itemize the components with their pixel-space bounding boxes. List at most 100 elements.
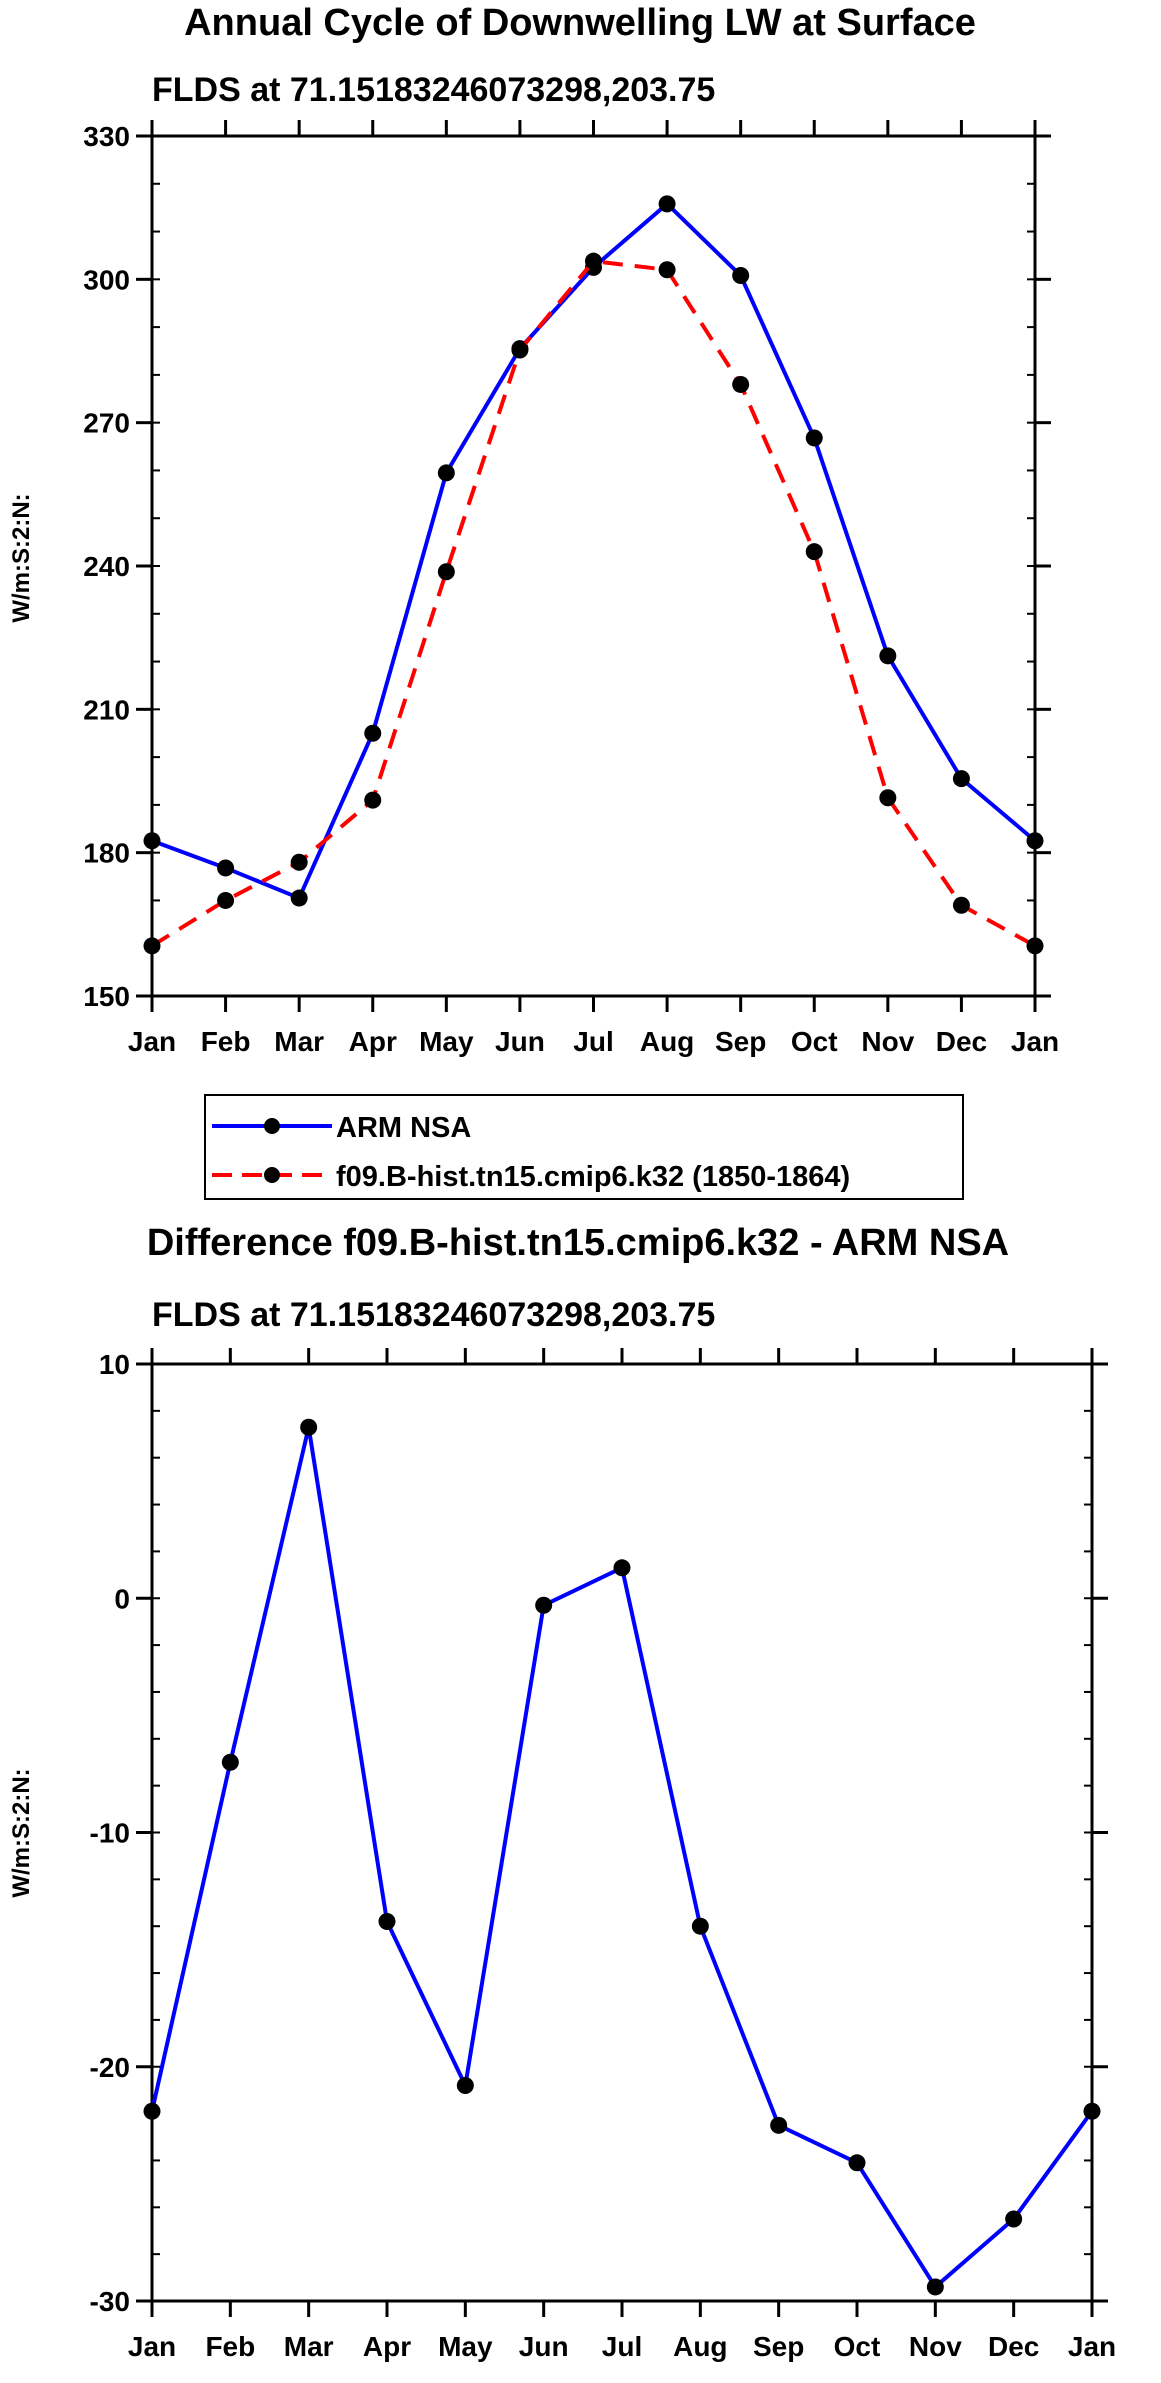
top-chart-series-0-point (364, 724, 382, 742)
bottom-chart-series-0-point (456, 2076, 474, 2094)
bottom-chart-ytick-label: 0 (114, 1583, 130, 1614)
bottom-chart-series-0-point (848, 2154, 866, 2172)
bottom-chart-series-0-point (770, 2116, 788, 2134)
legend-entry-model: f09.B-hist.tn15.cmip6.k32 (1850-1864) (212, 1161, 850, 1193)
top-chart-xtick-label: Sep (715, 1026, 766, 1057)
top-chart-plot-frame (150, 134, 1037, 998)
bottom-chart-xtick-labels: Jan Feb Mar Apr May Jun Jul Aug Sep Oct Nov Dec Jan (128, 2331, 1116, 2362)
top-chart-xtick-label: Oct (791, 1026, 838, 1057)
top-chart-ytick-label: 240 (83, 551, 130, 582)
bottom-chart-xtick-label: Nov (909, 2331, 962, 2362)
bottom-chart-series-0-point (300, 1418, 318, 1436)
top-chart-subtitle: FLDS at 71.15183246073298,203.75 (152, 71, 715, 109)
top-chart-xtick-label: Aug (640, 1026, 694, 1057)
bottom-chart-series-0-point (1005, 2210, 1023, 2228)
top-chart-ytick-label: 180 (83, 838, 130, 869)
top-chart-series-1-point (511, 341, 529, 359)
top-chart-series-0-point (290, 889, 308, 907)
top-chart-xtick-label: Nov (861, 1026, 914, 1057)
top-chart-xtick-labels: Jan Feb Mar Apr May Jun Jul Aug Sep Oct Nov Dec Jan (128, 1026, 1059, 1057)
bottom-chart-ytick-label: -20 (90, 2052, 130, 2083)
top-chart-series-1-point (290, 853, 308, 871)
top-chart-ytick-label: 330 (83, 121, 130, 152)
top-chart-series-1-point (437, 563, 455, 581)
top-chart-series-1-point (805, 543, 823, 561)
top-chart-series-1-point (732, 375, 750, 393)
bottom-chart-series-0-point (1083, 2102, 1101, 2120)
bottom-chart-xtick-label: Mar (284, 2331, 334, 2362)
bottom-chart-xtick-label: Jan (1068, 2331, 1116, 2362)
top-chart-series-1-point (1026, 937, 1044, 955)
bottom-chart-ytick-label: 10 (99, 1349, 130, 1380)
top-chart-series-0-point (658, 195, 676, 213)
top-chart-xtick-label: May (419, 1026, 474, 1057)
top-chart-series-0-point (437, 464, 455, 482)
legend-arm-nsa-label: ARM NSA (336, 1112, 471, 1144)
top-chart-series-0-point (143, 832, 161, 850)
top-chart: Annual Cycle of Downwelling LW at Surfac… (8, 2, 1059, 1057)
top-chart-series-0-point (805, 429, 823, 447)
bottom-chart-xtick-label: Aug (673, 2331, 727, 2362)
bottom-chart-series-0-point (613, 1559, 631, 1577)
bottom-chart-xtick-label: Apr (363, 2331, 411, 2362)
bottom-chart-plot-frame (150, 1362, 1094, 2303)
bottom-chart-series-0-point (535, 1596, 553, 1614)
legend: ARM NSA f09.B-hist.tn15.cmip6.k32 (1850-… (204, 1094, 964, 1200)
bottom-chart-title: Difference f09.B-hist.tn15.cmip6.k32 - A… (147, 1222, 1009, 1264)
bottom-chart-xtick-label: Jan (128, 2331, 176, 2362)
top-chart-xtick-label: Jun (495, 1026, 545, 1057)
bottom-chart-minor-ticks (152, 1363, 1092, 2302)
bottom-chart-series (143, 1418, 1101, 2296)
top-chart-series-0-point (952, 770, 970, 788)
top-chart-xtick-label: Apr (349, 1026, 397, 1057)
top-chart-series-0-point (217, 859, 235, 877)
legend-model-label: f09.B-hist.tn15.cmip6.k32 (1850-1864) (336, 1161, 850, 1193)
bottom-chart-ytick-labels: -30 -20 -10 0 10 (90, 1349, 130, 2317)
top-chart-xtick-label: Jan (128, 1026, 176, 1057)
legend-model-marker (264, 1167, 280, 1183)
top-chart-series-line-0 (151, 201, 1037, 901)
top-chart-series-line-1 (150, 259, 1036, 948)
bottom-chart-series-0-point (143, 2102, 161, 2120)
bottom-chart-series-line-0 (150, 1425, 1094, 2289)
bottom-chart-major-ticks (136, 1348, 1108, 2317)
bottom-chart-series-0-point (926, 2278, 944, 2296)
top-chart-series-1-point (658, 261, 676, 279)
top-chart-ytick-label: 300 (83, 264, 130, 295)
top-chart-series-1-point (585, 252, 602, 270)
top-chart-series (143, 195, 1044, 955)
bottom-chart-series-0-point (378, 1913, 396, 1931)
top-chart-title: Annual Cycle of Downwelling LW at Surfac… (184, 2, 976, 44)
bottom-chart-xtick-label: May (438, 2331, 493, 2362)
bottom-chart-subtitle: FLDS at 71.15183246073298,203.75 (152, 1296, 715, 1334)
bottom-chart-ytick-label: -30 (90, 2286, 130, 2317)
top-chart-ytick-label: 210 (83, 694, 130, 725)
bottom-chart-xtick-label: Sep (753, 2331, 804, 2362)
top-chart-ylabel: W/m:S:2:N: (8, 493, 35, 622)
bottom-chart-xtick-label: Oct (834, 2331, 881, 2362)
top-chart-xtick-label: Feb (201, 1026, 251, 1057)
legend-arm-nsa-marker (264, 1118, 280, 1134)
top-chart-xtick-label: Mar (274, 1026, 324, 1057)
bottom-chart-ylabel: W/m:S:2:N: (8, 1768, 35, 1897)
bottom-chart-ytick-label: -10 (90, 1818, 130, 1849)
top-chart-ytick-label: 150 (83, 981, 130, 1012)
legend-entry-arm-nsa: ARM NSA (212, 1112, 471, 1144)
top-chart-series-1-point (364, 791, 382, 809)
bottom-chart-series-0-point (691, 1917, 709, 1935)
bottom-chart-xtick-label: Feb (205, 2331, 255, 2362)
legend-box (204, 1094, 964, 1200)
bottom-chart-xtick-label: Jul (602, 2331, 642, 2362)
bottom-chart-xtick-label: Dec (988, 2331, 1039, 2362)
bottom-chart-series-0-point (221, 1753, 239, 1771)
top-chart-xtick-label: Jan (1011, 1026, 1059, 1057)
top-chart-ytick-labels: 150 180 210 240 270 300 330 (83, 121, 130, 1012)
top-chart-series-0-point (879, 647, 897, 665)
bottom-chart-xtick-label: Jun (519, 2331, 569, 2362)
top-chart-xtick-label: Jul (573, 1026, 613, 1057)
top-chart-series-1-point (217, 891, 235, 909)
top-chart-major-ticks (136, 120, 1051, 1012)
top-chart-xtick-label: Dec (936, 1026, 987, 1057)
top-chart-series-0-point (732, 267, 750, 285)
